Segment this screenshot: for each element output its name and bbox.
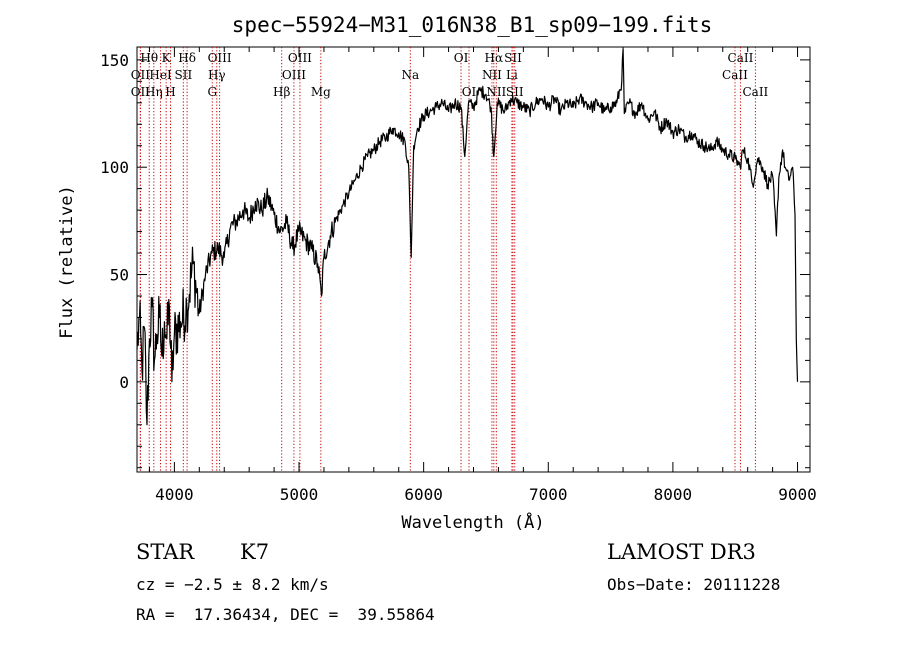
line-marker-label-12: Hβ (273, 85, 290, 99)
redshift-velocity: cz = −2.5 ± 8.2 km/s (136, 575, 329, 594)
line-marker-label-5: K (162, 51, 172, 65)
spectrum-series-0 (136, 48, 799, 426)
observation-date: Obs−Date: 20111228 (607, 575, 781, 594)
line-marker-label-9: OIII (208, 51, 232, 65)
line-marker-label-4: HeI (149, 68, 172, 82)
x-tick-label-2: 6000 (404, 485, 443, 504)
line-marker-label-25: CaII (728, 51, 754, 65)
object-class: STAR (136, 540, 195, 564)
plot-frame (136, 46, 811, 473)
line-marker-label-8: Hδ (178, 51, 196, 65)
line-marker-label-17: OI (454, 51, 469, 65)
line-marker-label-22: Li (506, 68, 518, 82)
sky-coordinates: RA = 17.36434, DEC = 39.55864 (136, 605, 435, 624)
line-marker-label-27: CaII (742, 85, 768, 99)
x-tick-label-0: 4000 (155, 485, 194, 504)
line-marker-label-3: Hη (145, 85, 163, 99)
chart-title: spec−55924−M31_016N38_B1_sp09−199.fits (232, 13, 712, 37)
x-tick-label-5: 9000 (778, 485, 817, 504)
y-tick-label-0: 0 (119, 373, 129, 392)
line-marker-label-7: SII (175, 68, 193, 82)
x-axis-label: Wavelength (Å) (401, 511, 544, 533)
line-marker-label-21: NII (482, 68, 502, 82)
y-tick-label-3: 150 (100, 51, 129, 70)
line-marker-label-1: OII (131, 68, 151, 82)
line-marker-label-18: OI (462, 85, 477, 99)
y-tick-label-2: 100 (100, 158, 129, 177)
line-marker-label-20: SII (504, 51, 522, 65)
line-marker-label-26: CaII (722, 68, 748, 82)
line-marker-label-23: NII (486, 85, 506, 99)
line-marker-label-6: H (165, 85, 175, 99)
line-marker-label-19: Hα (485, 51, 504, 65)
x-tick-label-3: 7000 (529, 485, 568, 504)
line-marker-label-14: OIII (282, 68, 306, 82)
y-tick-label-1: 50 (110, 266, 129, 285)
survey-name: LAMOST DR3 (607, 540, 756, 564)
line-marker-label-10: Hγ (208, 68, 226, 82)
line-marker-label-11: G (207, 85, 217, 99)
y-axis-label: Flux (relative) (57, 185, 77, 339)
line-marker-label-0: Hθ (140, 51, 158, 65)
spectral-subclass: K7 (240, 540, 270, 564)
line-marker-label-15: Mg (311, 85, 331, 99)
x-tick-label-1: 5000 (280, 485, 319, 504)
line-marker-label-16: Na (401, 68, 419, 82)
x-tick-label-4: 8000 (654, 485, 693, 504)
line-marker-label-2: OII (131, 85, 151, 99)
line-marker-label-24: SII (506, 85, 524, 99)
line-marker-label-13: OIII (288, 51, 312, 65)
